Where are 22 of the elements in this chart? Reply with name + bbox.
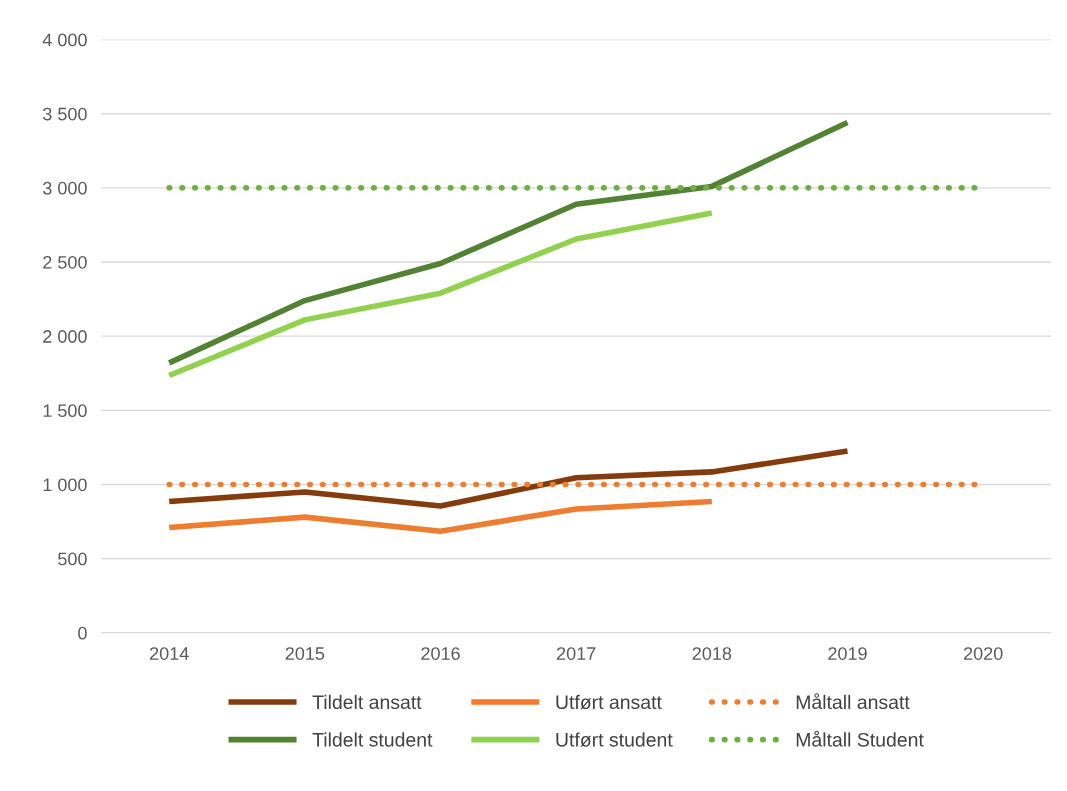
y-tick-label: 1 500 [43,404,87,418]
legend-label: Tildelt ansatt [312,694,422,710]
y-tick-label: 3 500 [42,107,87,121]
x-tick-label: 2016 [421,647,460,660]
y-tick-label: 0 [78,626,87,640]
legend-label: Utført ansatt [556,694,662,710]
y-tick-label: 2 000 [43,330,87,343]
legend-label: Måltall Student [796,730,924,747]
y-tick-label: 1 000 [43,478,87,492]
y-tick-label: 2 500 [43,255,87,269]
x-tick-label: 2019 [828,647,867,660]
x-tick-label: 2014 [150,647,189,660]
y-tick-label: 4 000 [42,33,87,47]
y-tick-label: 500 [58,552,87,566]
legend-label: Måltall ansatt [796,693,910,710]
x-tick-label: 2020 [963,647,1003,660]
y-tick-label: 3 000 [42,181,87,195]
legend-label: Utført student [556,732,673,747]
legend-label: Tildelt student [312,732,433,747]
x-tick-label: 2015 [285,647,325,660]
x-tick-label: 2017 [557,647,596,660]
x-tick-label: 2018 [692,647,732,660]
